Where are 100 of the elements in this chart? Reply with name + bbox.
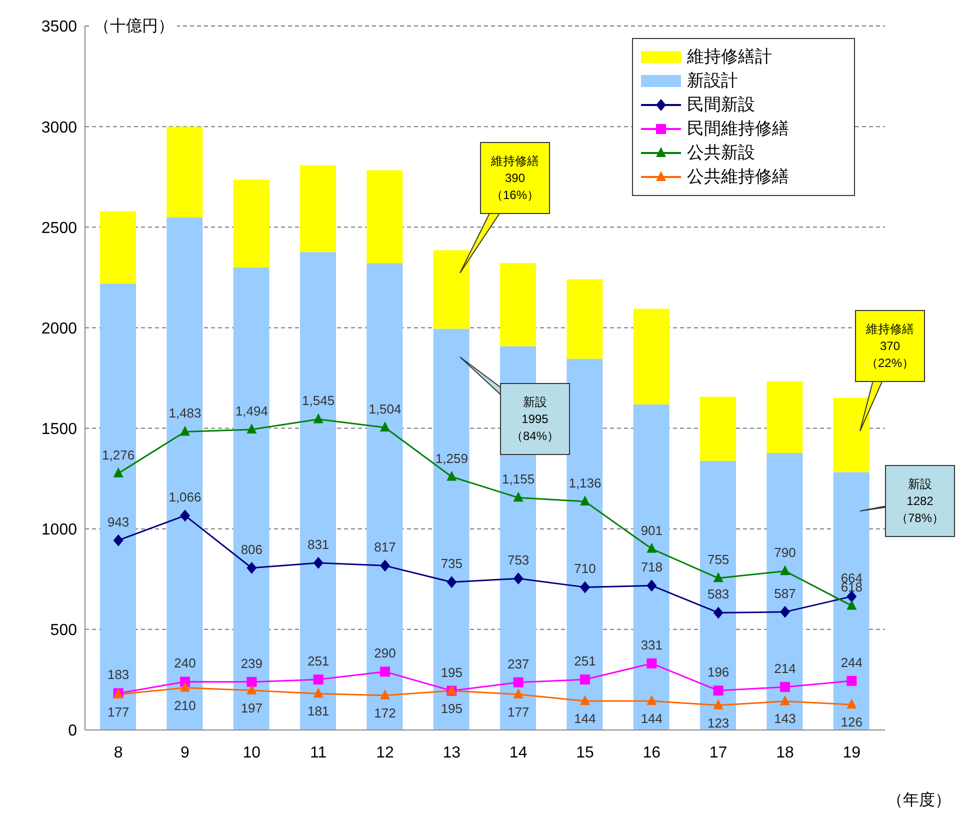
data-label: 755 [707,552,730,568]
bar [433,328,470,730]
data-label: 1,483 [168,406,202,421]
data-label: 1,276 [102,447,135,462]
bar [700,396,736,461]
data-label: 1,259 [435,450,468,466]
point [246,423,257,434]
point [380,421,390,432]
data-label: 196 [707,664,730,680]
x-tick-label: 18 [776,744,794,762]
point [246,684,257,694]
point [846,676,857,686]
y-tick-label: 2000 [41,320,78,338]
bar [100,211,136,284]
x-tick-label: 17 [709,744,728,762]
point [580,674,590,685]
x-tick-label: 8 [114,744,123,762]
legend-label: 公共維持修繕 [687,166,789,188]
bar [566,358,603,730]
point [646,695,657,706]
point [646,580,657,592]
bar [166,217,203,730]
x-tick-label: 9 [180,744,190,762]
data-label: 831 [307,536,330,552]
point [513,492,524,502]
point [713,572,724,582]
y-tick-label: 2500 [41,220,78,237]
point [646,658,657,668]
x-tick-label: 11 [310,744,327,762]
point [180,682,190,692]
bar [366,263,403,730]
data-label: 126 [840,714,863,730]
bar [633,308,670,404]
data-label: 195 [440,700,463,716]
point [446,470,457,481]
bar [833,398,870,472]
point [313,674,324,685]
annotation: 維持修繕 370 （22%） [855,310,925,382]
point [646,542,657,553]
data-label: 1,504 [368,401,402,416]
y-tick-label: 500 [50,622,78,640]
data-label: 172 [374,705,396,720]
legend-label: 新設計 [687,70,738,92]
legend-label: 民間新設 [687,94,755,116]
point [180,426,190,436]
y-tick-label: 1500 [41,420,78,438]
data-label: 144 [640,711,663,726]
data-label: 710 [574,561,596,576]
y-tick-label: 3500 [41,18,78,36]
bar [233,180,270,268]
bar [766,381,803,454]
bar [300,252,336,730]
data-label: 177 [507,704,530,720]
x-tick-label: 14 [509,744,528,762]
data-label: 901 [640,522,663,538]
data-label: 1,136 [568,476,602,490]
data-label: 587 [774,586,796,601]
legend-label: 公共新設 [687,142,755,164]
data-label: 181 [307,704,330,719]
bar [700,460,736,730]
point [513,572,524,585]
data-label: 210 [174,698,196,713]
data-label: 331 [640,637,663,652]
x-tick-label: 15 [576,744,594,762]
point [580,581,590,594]
bar [366,170,403,264]
data-label: 1,494 [235,403,268,418]
point [246,676,257,687]
data-label: 735 [440,556,463,572]
point [380,666,390,677]
y-tick-label: 0 [68,722,78,740]
point [246,562,257,574]
legend-label: 民間維持修繕 [687,118,789,140]
bar [100,284,136,730]
point [713,699,724,710]
x-tick-label: 10 [242,744,261,762]
data-label: 583 [707,586,730,602]
data-label: 143 [774,711,796,726]
point [580,695,590,706]
data-label: 1,545 [302,393,335,408]
point [446,576,457,588]
point [113,467,124,478]
data-label: 183 [107,667,130,682]
data-label: 123 [707,715,730,730]
bar [766,453,803,730]
data-label: 753 [507,552,530,568]
data-label: 806 [240,542,263,557]
bar [166,126,203,218]
data-label: 817 [374,540,396,555]
point [313,413,324,424]
point [513,688,524,698]
y-tick-label: 3000 [41,119,78,136]
data-label: 177 [107,704,130,720]
annotation: 新設 1995 （84%） [500,383,570,455]
point [513,677,524,688]
point [180,676,190,687]
data-label: 251 [307,654,330,669]
x-tick-label: 12 [376,744,394,762]
point [113,534,124,546]
point [180,510,190,522]
